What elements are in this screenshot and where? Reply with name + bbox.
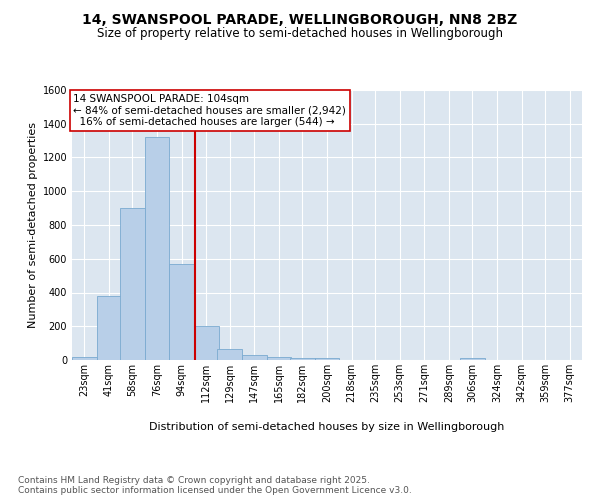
Bar <box>314 358 340 360</box>
Bar <box>169 264 194 360</box>
Bar <box>120 208 145 360</box>
Text: Size of property relative to semi-detached houses in Wellingborough: Size of property relative to semi-detach… <box>97 28 503 40</box>
Bar <box>194 326 218 360</box>
Bar <box>72 356 97 360</box>
Text: 14 SWANSPOOL PARADE: 104sqm
← 84% of semi-detached houses are smaller (2,942)
  : 14 SWANSPOOL PARADE: 104sqm ← 84% of sem… <box>73 94 346 127</box>
Bar <box>217 349 242 360</box>
Text: Distribution of semi-detached houses by size in Wellingborough: Distribution of semi-detached houses by … <box>149 422 505 432</box>
Text: 14, SWANSPOOL PARADE, WELLINGBOROUGH, NN8 2BZ: 14, SWANSPOOL PARADE, WELLINGBOROUGH, NN… <box>82 12 518 26</box>
Bar <box>97 296 121 360</box>
Bar <box>242 355 266 360</box>
Text: Contains HM Land Registry data © Crown copyright and database right 2025.
Contai: Contains HM Land Registry data © Crown c… <box>18 476 412 495</box>
Bar <box>266 358 292 360</box>
Bar <box>145 137 169 360</box>
Bar <box>460 358 485 360</box>
Bar <box>290 358 314 360</box>
Y-axis label: Number of semi-detached properties: Number of semi-detached properties <box>28 122 38 328</box>
